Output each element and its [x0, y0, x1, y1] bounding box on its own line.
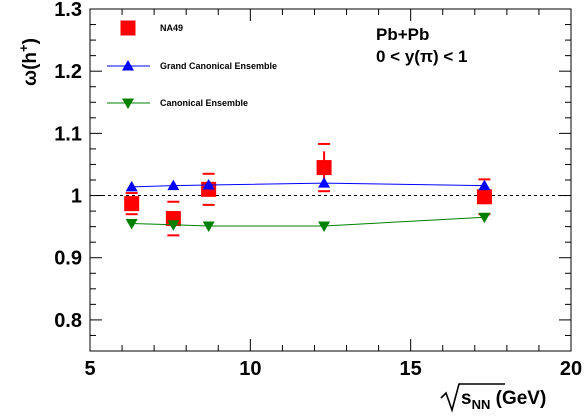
- x-tick-label: 20: [560, 358, 582, 380]
- data-point: [167, 179, 180, 191]
- legend: NA49 Grand Canonical Ensemble Canonical En…: [107, 20, 277, 109]
- data-point: [125, 180, 138, 192]
- annotations: Pb+Pb 0 < y(π) < 1: [376, 25, 467, 66]
- data-point: [202, 221, 215, 233]
- data-point: [478, 179, 491, 191]
- data-point: [318, 221, 331, 233]
- y-tick-label: 1: [71, 186, 82, 208]
- series-line: [131, 182, 485, 188]
- plot-data: [124, 142, 492, 237]
- legend-label: NA49: [160, 23, 183, 33]
- legend-marker: [122, 98, 134, 109]
- x-axis-title: sNN (GeV): [440, 383, 546, 413]
- annotation-rapidity: 0 < y(π) < 1: [376, 47, 467, 66]
- series-na49: [124, 142, 492, 237]
- x-axis-title-text: sNN (GeV): [461, 388, 546, 412]
- legend-entry: NA49: [120, 20, 183, 36]
- data-point: [318, 177, 331, 188]
- x-tick-label: 5: [84, 358, 95, 380]
- y-tick-label: 0.8: [54, 310, 82, 332]
- plot-axes: 5 10 15 20 0.8 0.9 1 1.1 1.2 1.3 sNN (GeV) ω(h+): [16, 0, 582, 413]
- legend-marker: [122, 60, 134, 71]
- legend-label: Canonical Ensemble: [160, 98, 248, 108]
- data-point: [478, 212, 491, 224]
- y-tick-label: 1.1: [54, 123, 82, 145]
- legend-entry: Grand Canonical Ensemble: [107, 60, 277, 71]
- legend-marker: [120, 20, 136, 36]
- y-tick-label: 1.3: [54, 0, 82, 21]
- data-point: [124, 196, 140, 212]
- annotation-system: Pb+Pb: [376, 25, 429, 44]
- series-line: [131, 216, 485, 227]
- legend-label: Grand Canonical Ensemble: [160, 61, 277, 71]
- y-tick-label: 0.9: [54, 248, 82, 270]
- x-tick-label: 10: [239, 358, 261, 380]
- data-point: [167, 220, 180, 231]
- data-point: [125, 219, 138, 230]
- y-tick-label: 1.2: [54, 61, 82, 83]
- x-tick-label: 15: [400, 358, 422, 380]
- data-point: [316, 160, 332, 176]
- sqrt-sign-icon: [440, 383, 505, 413]
- y-axis-title: ω(h+): [16, 38, 41, 86]
- data-point: [476, 189, 492, 205]
- data-point: [202, 178, 215, 190]
- series-canonical-ensemble: [125, 212, 491, 233]
- series-grand-canonical-ensemble: [125, 177, 491, 192]
- legend-entry: Canonical Ensemble: [107, 98, 248, 109]
